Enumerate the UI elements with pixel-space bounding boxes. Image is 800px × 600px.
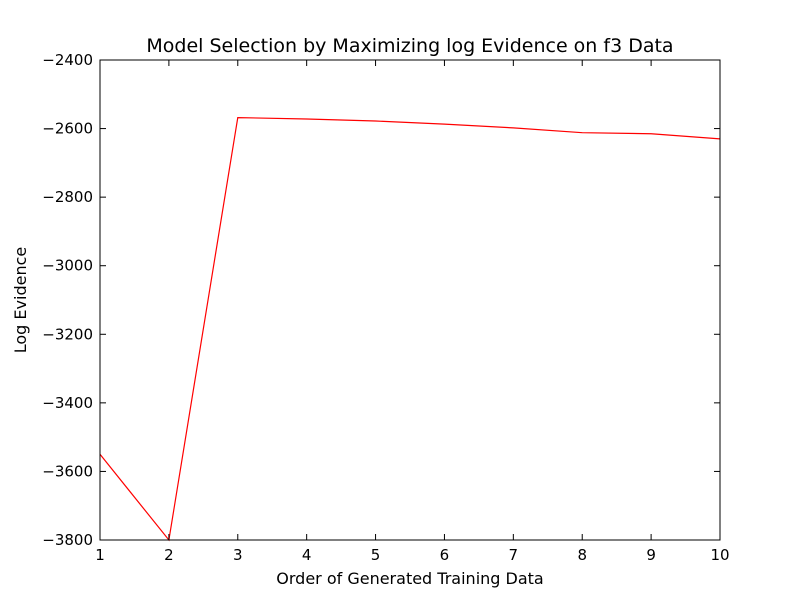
x-tick-label: 6 xyxy=(440,546,450,564)
y-tick-label: −3600 xyxy=(42,462,93,480)
y-tick-label: −2600 xyxy=(42,120,93,138)
x-tick-label: 10 xyxy=(710,546,729,564)
ticks-layer: 1 2 3 4 5 6 7 8 9 10 −2400 −2600 −2800 −3000 −3200 −340… xyxy=(42,51,729,564)
x-tick-label: 4 xyxy=(302,546,312,564)
x-tick-label: 5 xyxy=(371,546,381,564)
y-tick-label: −3400 xyxy=(42,394,93,412)
x-tick-label: 9 xyxy=(646,546,656,564)
x-tick-label: 7 xyxy=(509,546,519,564)
series-layer xyxy=(99,116,721,542)
y-tick-label: −3800 xyxy=(42,531,93,549)
x-tick-label: 8 xyxy=(577,546,587,564)
y-tick-label: −3000 xyxy=(42,257,93,275)
x-tick-label: 3 xyxy=(233,546,243,564)
x-tick-label: 2 xyxy=(164,546,174,564)
y-tick-label: −2400 xyxy=(42,51,93,69)
chart-title: Model Selection by Maximizing log Eviden… xyxy=(146,35,673,57)
x-axis-label: Order of Generated Training Data xyxy=(276,569,543,588)
x-tick-label: 1 xyxy=(95,546,105,564)
y-axis-label: Log Evidence xyxy=(11,247,30,353)
plot-frame xyxy=(99,59,721,541)
y-tick-label: −3200 xyxy=(42,325,93,343)
y-tick-label: −2800 xyxy=(42,188,93,206)
series-line xyxy=(99,116,721,542)
